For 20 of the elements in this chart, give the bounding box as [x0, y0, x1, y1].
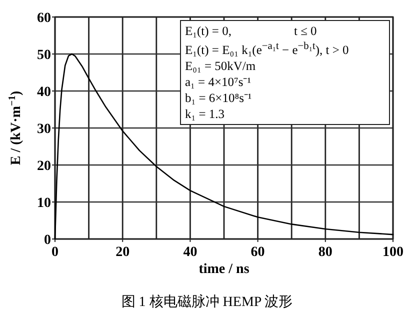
caption: 图 1 核电磁脉冲 HEMP 波形	[120, 293, 294, 311]
x-tick-label: 60	[250, 245, 265, 260]
y-tick-label: 0	[44, 233, 51, 248]
annotation: E₀₁ = 50kV/m	[185, 58, 257, 74]
x-tick-label: 20	[116, 245, 130, 260]
y-tick-label: 60	[37, 11, 51, 26]
annotation: k₁ = 1.3	[185, 106, 226, 122]
annotation: b₁ = 6×10⁸s⁻¹	[185, 90, 253, 106]
annotation: E₁(t) = 0, t ≤ 0	[185, 23, 318, 39]
x-tick-label: 80	[318, 245, 332, 260]
y-tick-label: 10	[37, 196, 51, 211]
y-tick-label: 30	[37, 122, 51, 137]
y-tick-label: 50	[37, 48, 51, 63]
annotation: E₁(t) = E₀₁ k₁(e$^{−a₁t}$ − e$^{−b₁t}$), t > 0	[185, 40, 350, 58]
x-axis-title: time / ns	[198, 262, 250, 277]
x-tick-label: 100	[382, 245, 404, 260]
x-tick-label: 40	[183, 245, 198, 260]
y-tick-label: 20	[37, 159, 51, 174]
y-tick-label: 40	[37, 85, 51, 100]
annotation: a₁ = 4×10⁷s⁻¹	[185, 74, 252, 90]
